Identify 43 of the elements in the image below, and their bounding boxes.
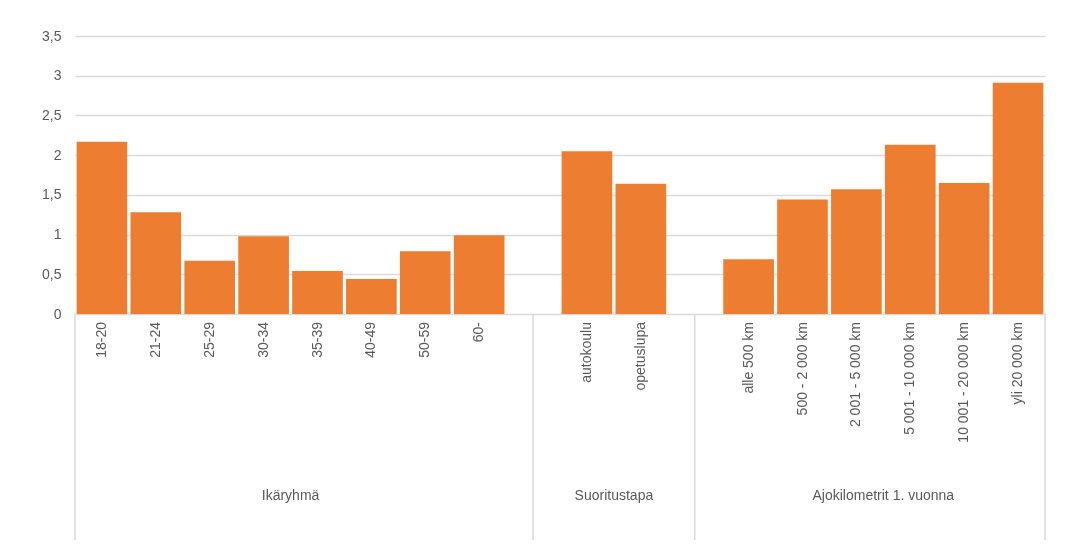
x-tick-label: 5 001 - 10 000 km — [901, 322, 918, 435]
bar — [884, 144, 936, 314]
x-tick-label: yli 20 000 km — [1009, 322, 1026, 405]
y-tick-label: 2 — [53, 146, 62, 163]
x-tick-label: 25-29 — [200, 321, 217, 358]
bar — [399, 251, 451, 314]
bar — [346, 279, 397, 314]
x-tick-label: 21-24 — [146, 321, 163, 358]
bar — [184, 260, 236, 314]
text: Suoritustapa — [574, 487, 654, 503]
x-tick-label: alle 500 km — [739, 322, 756, 394]
y-tick-label: 3 — [53, 67, 62, 84]
x-tick-label: 18-20 — [92, 321, 109, 358]
bar — [777, 199, 828, 314]
y-tick-label: 3,5 — [42, 27, 62, 44]
text: Ikäryhmä — [261, 487, 320, 503]
y-tick-label: 2,5 — [42, 106, 62, 123]
y-tick-label: 1 — [53, 226, 62, 243]
bar — [238, 236, 289, 314]
bar — [453, 235, 505, 314]
bar — [831, 189, 882, 314]
bar — [992, 82, 1044, 314]
bar — [76, 141, 128, 314]
bar — [938, 182, 990, 314]
bar — [292, 271, 343, 314]
x-tick-label: 30-34 — [254, 321, 271, 358]
x-tick-label: 2 001 - 5 000 km — [847, 322, 864, 428]
x-tick-label: 500 - 2 000 km — [793, 322, 810, 416]
y-tick-label: 1,5 — [42, 186, 62, 203]
bar — [615, 183, 667, 314]
x-tick-label: 40-49 — [362, 321, 379, 358]
y-tick-label: 0 — [53, 305, 62, 322]
bar — [130, 212, 182, 314]
x-tick-label: autokoulu — [577, 322, 594, 383]
y-tick-label: 0,5 — [42, 265, 62, 282]
bar — [723, 259, 774, 314]
x-tick-label: 10 001 - 20 000 km — [955, 322, 972, 443]
x-tick-label: opetuslupa — [631, 321, 648, 391]
x-tick-label: 35-39 — [308, 321, 325, 358]
x-tick-label: 50-59 — [416, 321, 433, 358]
text: Ajokilometrit 1. vuonna — [812, 487, 955, 503]
bar — [561, 151, 613, 314]
x-tick-label: 60- — [470, 321, 487, 343]
